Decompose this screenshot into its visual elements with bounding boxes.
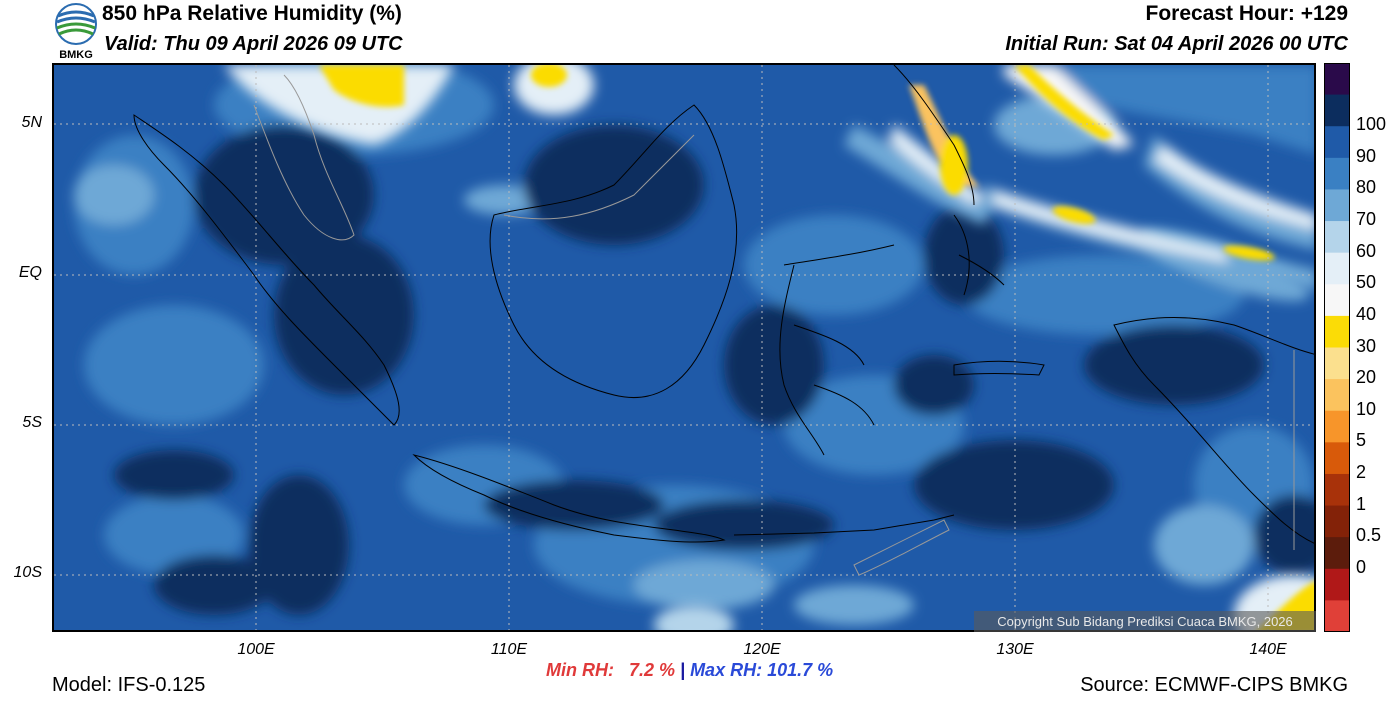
lon-label-130e: 130E [996, 641, 1034, 658]
sumatra-outline [133, 114, 400, 426]
lesser-sunda-outline [733, 514, 955, 536]
copyright-note: Copyright Sub Bidang Prediksi Cuaca BMKG… [974, 611, 1316, 632]
valid-time: Valid: Thu 09 April 2026 09 UTC [104, 33, 403, 55]
bmkg-logo: BMKG [55, 3, 97, 60]
colorbar-tick-label: 30 [1356, 335, 1377, 356]
forecast-hour: Forecast Hour: +129 [1145, 2, 1349, 25]
colorbar-tick-label: 1 [1356, 493, 1367, 514]
colorbar-tick-label: 80 [1356, 177, 1377, 198]
colorbar-tick-label: 100 [1356, 114, 1387, 135]
min-rh: Min RH: 7.2 % [546, 660, 676, 680]
lat-label-5s: 5S [22, 414, 42, 431]
colorbar-tick-label: 0.5 [1356, 525, 1382, 546]
colorbar-swatch [1324, 410, 1350, 443]
lon-label-140e: 140E [1249, 641, 1287, 658]
borneo-border [503, 134, 695, 220]
source-label: Source: ECMWF-CIPS BMKG [1080, 674, 1348, 696]
colorbar-swatch [1324, 221, 1350, 254]
colorbar [1324, 63, 1350, 632]
colorbar-swatch [1324, 568, 1350, 601]
coastlines [133, 65, 1314, 576]
colorbar-swatch [1324, 379, 1350, 412]
lon-label-100e: 100E [237, 641, 275, 658]
colorbar-tick-label: 10 [1356, 398, 1377, 419]
colorbar-swatch [1324, 157, 1350, 190]
minmax-separator: | [675, 660, 691, 680]
colorbar-tick-label: 0 [1356, 556, 1367, 577]
colorbar-swatch [1324, 63, 1350, 96]
sulawesi-outline [779, 244, 895, 456]
colorbar-tick-label: 40 [1356, 303, 1377, 324]
timor-outline [853, 519, 950, 576]
map-title: 850 hPa Relative Humidity (%) [102, 2, 402, 25]
colorbar-swatch [1324, 126, 1350, 159]
malay-peninsula-outline [253, 74, 355, 241]
lat-label-10s: 10S [13, 564, 42, 581]
field-shading [74, 65, 1314, 625]
colorbar-tick-label: 20 [1356, 367, 1377, 388]
graticule [54, 65, 1314, 630]
colorbar-tick-label: 60 [1356, 240, 1377, 261]
model-label: Model: IFS-0.125 [52, 674, 206, 696]
colorbar-swatch [1324, 537, 1350, 570]
seram-outline [953, 360, 1045, 376]
colorbar-swatch [1324, 252, 1350, 285]
lat-label-eq: EQ [18, 264, 42, 281]
lat-label-5n: 5N [21, 114, 42, 131]
colorbar-swatch [1324, 505, 1350, 538]
colorbar-swatch [1324, 189, 1350, 222]
colorbar-tick-label: 50 [1356, 272, 1377, 293]
humidity-map [52, 63, 1316, 632]
lon-label-110e: 110E [490, 641, 528, 658]
colorbar-swatch [1324, 284, 1350, 317]
colorbar-swatch [1324, 315, 1350, 348]
colorbar-swatch [1324, 473, 1350, 507]
max-rh: Max RH: 101.7 % [690, 660, 834, 680]
colorbar-swatch [1324, 442, 1350, 475]
colorbar-tick-label: 90 [1356, 145, 1377, 166]
lon-label-120e: 120E [743, 641, 781, 658]
halmahera-outline [953, 214, 1005, 296]
colorbar-tick-label: 2 [1356, 461, 1367, 482]
initial-run: Initial Run: Sat 04 April 2026 00 UTC [1005, 33, 1348, 55]
min-max-rh: Min RH: 7.2 % | Max RH: 101.7 % [546, 660, 833, 681]
colorbar-swatch [1324, 94, 1350, 127]
colorbar-swatch [1324, 347, 1350, 380]
colorbar-swatch [1324, 600, 1350, 632]
colorbar-tick-label: 5 [1356, 430, 1367, 451]
papua-outline [1113, 317, 1314, 544]
philippines-outline [893, 65, 975, 206]
logo-text: BMKG [59, 49, 93, 60]
humidity-field [54, 65, 1314, 630]
java-outline [412, 454, 726, 543]
borneo-outline [489, 104, 738, 399]
colorbar-tick-label: 70 [1356, 209, 1377, 230]
